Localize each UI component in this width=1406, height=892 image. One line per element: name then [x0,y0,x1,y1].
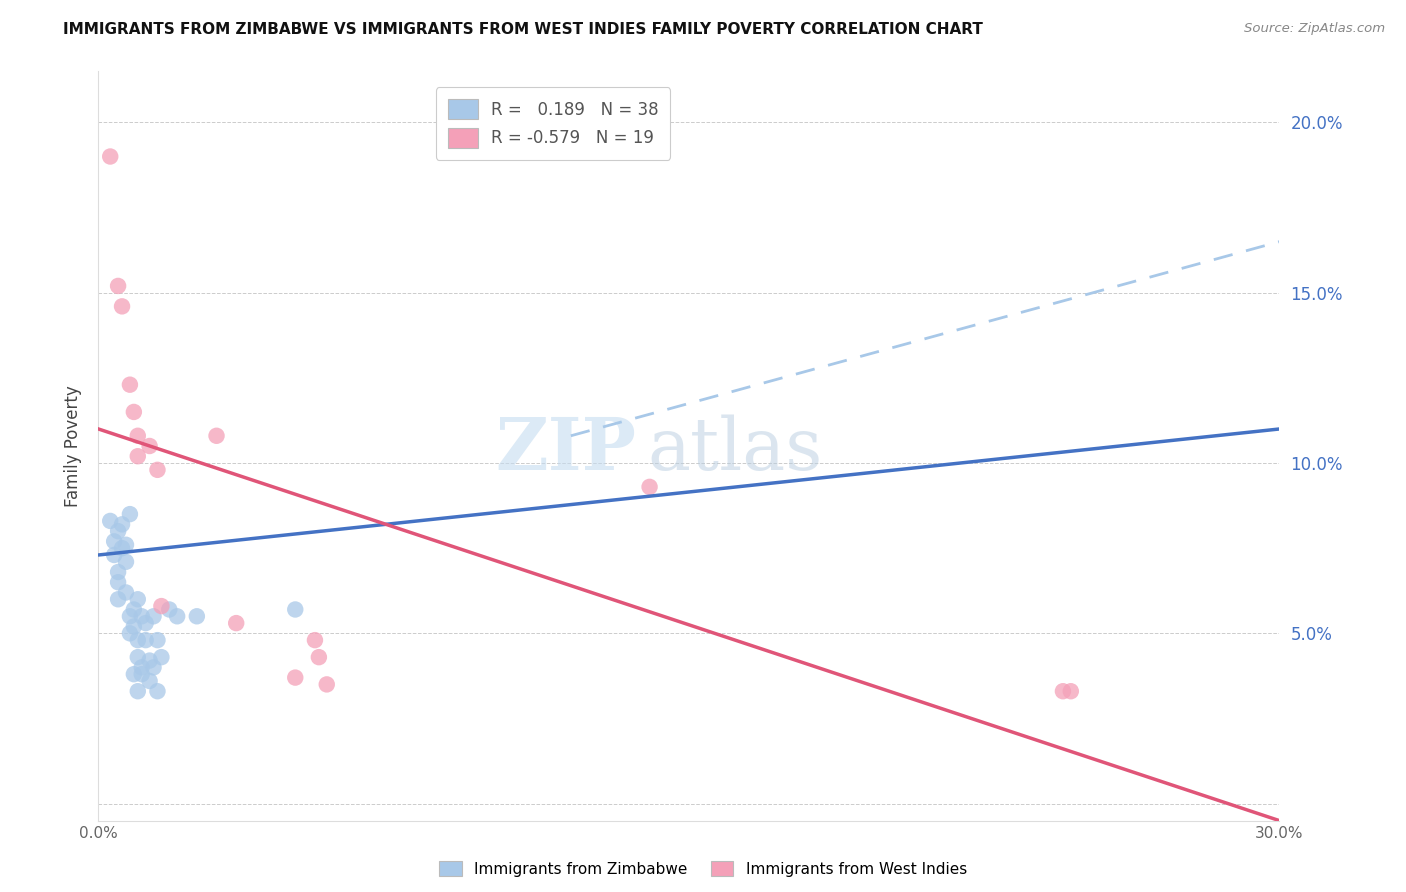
Point [127,449,149,463]
Text: atlas: atlas [648,415,823,485]
Point [122,667,145,681]
Point [131,609,153,624]
Point [127,592,149,607]
Point [118,507,141,521]
Point [115,555,138,569]
Point [122,602,145,616]
Legend: Immigrants from Zimbabwe, Immigrants from West Indies: Immigrants from Zimbabwe, Immigrants fro… [432,853,974,884]
Text: Source: ZipAtlas.com: Source: ZipAtlas.com [1244,22,1385,36]
Point [98,514,121,528]
Y-axis label: Family Poverty: Family Poverty [65,385,83,507]
Point [135,633,157,648]
Point [142,660,165,674]
Point [127,633,149,648]
Point [103,548,125,562]
Point [111,299,134,313]
Point [146,463,169,477]
Point [122,405,145,419]
Point [131,667,153,681]
Point [127,429,149,443]
Point [118,626,141,640]
Point [157,602,180,616]
Point [127,684,149,698]
Point [118,609,141,624]
Point [107,279,129,293]
Point [146,684,169,698]
Point [142,609,165,624]
Point [127,650,149,665]
Legend: R =   0.189   N = 38, R = -0.579   N = 19: R = 0.189 N = 38, R = -0.579 N = 19 [436,87,671,160]
Point [138,439,160,453]
Text: IMMIGRANTS FROM ZIMBABWE VS IMMIGRANTS FROM WEST INDIES FAMILY POVERTY CORRELATI: IMMIGRANTS FROM ZIMBABWE VS IMMIGRANTS F… [63,22,983,37]
Point [284,602,307,616]
Point [98,149,121,163]
Point [315,677,337,691]
Point [135,616,157,631]
Point [146,633,169,648]
Point [107,575,129,590]
Point [115,585,138,599]
Point [150,650,173,665]
Point [107,565,129,579]
Point [107,592,129,607]
Point [103,534,125,549]
Point [186,609,208,624]
Point [638,480,661,494]
Point [166,609,188,624]
Point [284,671,307,685]
Point [138,654,160,668]
Point [1060,684,1083,698]
Point [111,541,134,556]
Point [138,673,160,688]
Point [150,599,173,613]
Point [111,517,134,532]
Point [225,616,247,631]
Point [118,377,141,392]
Point [308,650,330,665]
Point [131,660,153,674]
Point [304,633,326,648]
Text: ZIP: ZIP [495,414,636,485]
Point [1052,684,1074,698]
Point [107,524,129,538]
Point [205,429,228,443]
Point [115,538,138,552]
Point [122,619,145,633]
